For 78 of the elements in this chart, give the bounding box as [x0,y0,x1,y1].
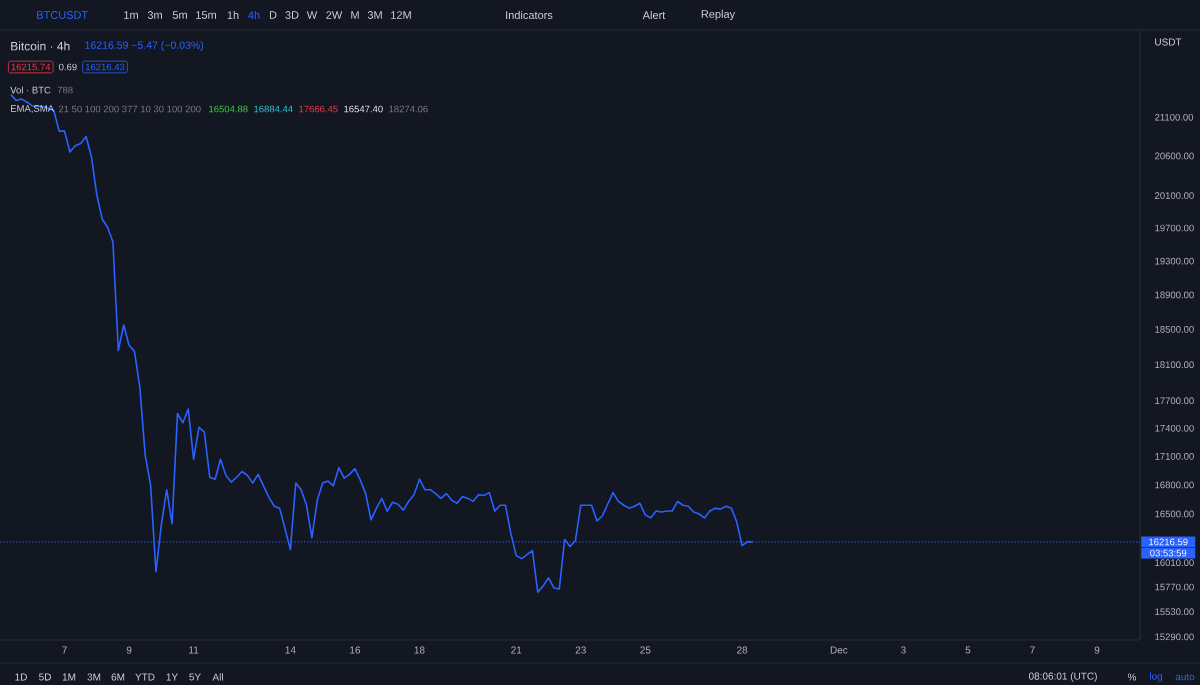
text: 6M [111,673,125,681]
annotation: 16216.43 [85,63,125,71]
text: BTCUSDT [37,11,88,19]
y-tick-label: 15290.00 [1155,633,1194,641]
y-tick-label: 16500.00 [1155,510,1194,518]
annotation: 788 [57,86,73,94]
text: 4h [248,11,260,19]
text: YTD [135,673,155,681]
x-tick-label: Dec [830,646,848,654]
text: W [306,11,318,19]
text: auto [1175,673,1195,681]
x-tick-label: 9 [1094,646,1100,654]
x-tick-label: 25 [640,646,651,654]
text: 5m [172,11,187,19]
text: 1h [227,11,239,19]
text: 08:06:01 (UTC) [1028,672,1097,682]
y-tick-label: 17100.00 [1155,453,1194,460]
text: 1m [124,11,138,19]
text: All [212,673,223,681]
y-tick-label: 19300.00 [1155,257,1194,265]
text: 1M [62,673,76,681]
annotation: Vol · BTC [10,86,51,94]
text: Alert [642,10,666,20]
text: 1D [15,673,27,681]
text: % [1127,673,1137,681]
text: 1Y [166,673,178,681]
text: 03:53:59 [1150,549,1187,557]
text: Replay [701,9,736,21]
text: D [269,11,277,19]
text: 5D [39,673,51,681]
text: 12M [391,11,411,19]
x-tick-label: 7 [62,646,67,654]
y-tick-label: 17400.00 [1155,424,1194,432]
x-tick-label: 9 [126,646,132,654]
y-tick-label: 20100.00 [1155,192,1194,199]
text: 16216.59 −5.47 (−0.03%) [85,41,204,51]
y-tick-label: 16010.00 [1155,559,1194,567]
text: 2W [326,11,343,19]
annotation: 17666.45 [299,105,338,113]
text: log [1150,672,1163,682]
text: 15m [196,11,216,19]
annotation: 16504.88 [209,105,248,113]
y-tick-label: 16800.00 [1155,481,1194,489]
x-tick-label: 21 [511,646,522,654]
x-tick-label: 11 [189,646,199,654]
text: M [351,11,359,19]
y-tick-label: 15770.00 [1155,583,1194,591]
text: 3D [285,11,299,19]
annotation: 16215.74 [11,63,51,71]
text: Bitcoin · 4h [11,41,70,51]
y-tick-label: 18900.00 [1155,291,1194,299]
y-tick-label: 19700.00 [1155,224,1194,232]
y-tick-label: 15530.00 [1155,608,1194,616]
annotation: 21 50 100 200 377 10 30 100 200 [58,105,201,113]
y-axis-title: USDT [1155,38,1182,46]
x-tick-label: 7 [1030,646,1035,654]
annotation: 16884.44 [254,105,293,113]
y-tick-label: 18100.00 [1155,361,1194,369]
x-tick-label: 16 [350,646,361,654]
y-tick-label: 17700.00 [1155,397,1194,405]
text: 3M [87,673,101,681]
x-tick-label: 14 [285,646,296,654]
y-tick-label: 18500.00 [1155,326,1194,333]
annotation: 18274.06 [389,105,428,113]
annotation: 16547.40 [344,105,383,113]
x-tick-label: 3 [901,646,906,654]
text: 3M [367,11,382,19]
annotation: 0.69 [59,63,77,71]
x-tick-label: 28 [737,646,748,654]
text: 5Y [189,673,201,681]
y-tick-label: 20600.00 [1155,152,1194,160]
x-tick-label: 23 [575,646,586,654]
x-tick-label: 5 [965,646,971,654]
text: 3m [147,11,162,19]
ref-line-label: 16216.59 [1149,538,1188,546]
text: Indicators [506,10,553,20]
x-tick-label: 18 [414,646,425,654]
y-tick-label: 21100.00 [1155,113,1194,121]
